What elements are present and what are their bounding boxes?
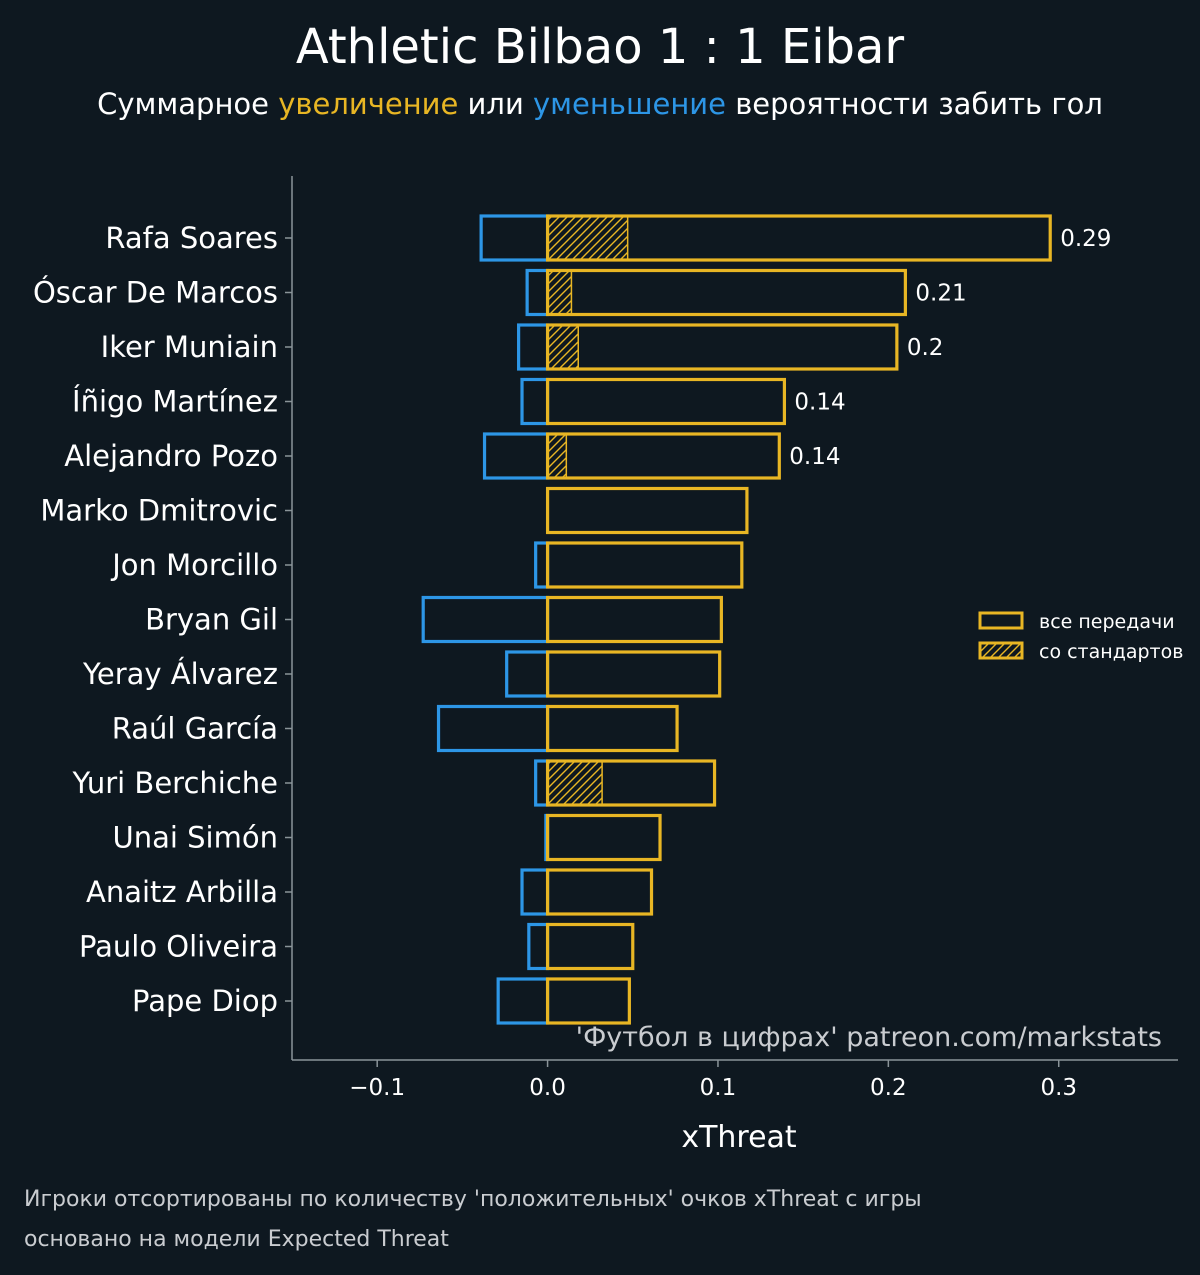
bar-setpiece-2 (546, 324, 579, 370)
bar-setpiece-4 (546, 433, 568, 479)
category-label-9: Raúl García (112, 712, 278, 746)
bar-positive-12 (545, 868, 654, 916)
bar-positive-8 (545, 650, 722, 698)
bar-negative-14 (496, 977, 550, 1025)
chart-subtitle: Суммарное увеличение или уменьшение веро… (0, 86, 1200, 122)
category-label-7: Bryan Gil (145, 603, 278, 637)
data-label-4: 0.14 (789, 444, 840, 470)
category-label-2: Iker Muniain (101, 330, 278, 364)
x-tick-label-2: 0.1 (700, 1075, 737, 1101)
bar-positive-2 (545, 323, 899, 371)
bar-positive-3 (545, 377, 787, 426)
bar-negative-2 (517, 323, 550, 371)
subtitle-suffix: вероятности забить гол (725, 87, 1103, 121)
x-tick-label-1: 0.0 (529, 1075, 566, 1101)
bar-negative-9 (436, 704, 550, 753)
bar-negative-6 (534, 541, 550, 589)
bar-positive-6 (545, 541, 744, 589)
data-label-2: 0.2 (907, 335, 944, 361)
bar-setpiece-0 (546, 215, 629, 261)
bar-positive-0 (545, 214, 1052, 262)
legend-swatch-0 (978, 611, 1024, 630)
category-label-5: Marko Dmitrovic (40, 494, 278, 528)
x-tick-label-3: 0.2 (870, 1075, 907, 1101)
data-label-3: 0.14 (794, 390, 845, 416)
bar-negative-12 (520, 868, 550, 916)
bar-negative-10 (534, 759, 550, 807)
data-label-0: 0.29 (1060, 226, 1111, 252)
bar-positive-11 (545, 813, 662, 862)
category-label-1: Óscar De Marcos (33, 276, 278, 310)
bar-positive-5 (545, 486, 749, 535)
bar-positive-13 (545, 922, 635, 971)
subtitle-positive-word: увеличение (278, 87, 459, 121)
bar-positive-7 (545, 595, 723, 644)
bar-positive-9 (545, 704, 679, 753)
subtitle-prefix: Суммарное (97, 87, 279, 121)
category-label-4: Alejandro Pozo (64, 439, 278, 473)
bar-positive-14 (545, 977, 631, 1025)
legend-label-0: все передачи (1039, 611, 1175, 633)
bar-negative-1 (525, 268, 550, 317)
subtitle-middle: или (458, 87, 534, 121)
category-label-10: Yuri Berchiche (71, 766, 278, 800)
bar-negative-7 (421, 595, 550, 644)
x-axis-label: xThreat (681, 1120, 797, 1155)
bar-negative-13 (527, 922, 550, 971)
legend-swatch-1 (978, 641, 1024, 660)
bar-setpiece-10 (546, 760, 603, 806)
x-tick-label-4: 0.3 (1040, 1075, 1077, 1101)
watermark: 'Футбол в цифрах' patreon.com/markstats (576, 1022, 1162, 1053)
bar-setpiece-1 (546, 269, 573, 316)
bar-negative-8 (505, 650, 550, 698)
data-label-1: 0.21 (915, 281, 966, 307)
category-label-3: Íñigo Martínez (72, 385, 278, 419)
legend-label-1: со стандартов (1039, 641, 1183, 663)
footer-note-1: Игроки отсортированы по количеству 'поло… (24, 1187, 922, 1212)
bar-positive-10 (545, 759, 717, 807)
category-label-14: Pape Diop (132, 984, 278, 1018)
x-tick-label-0: −0.1 (349, 1075, 405, 1101)
category-label-6: Jon Morcillo (110, 548, 278, 582)
chart-title: Athletic Bilbao 1 : 1 Eibar (295, 19, 905, 75)
footer-note-2: основано на модели Expected Threat (24, 1227, 449, 1252)
bar-positive-1 (545, 268, 907, 317)
bar-negative-4 (482, 432, 550, 480)
category-label-11: Unai Simón (113, 821, 279, 855)
category-label-0: Rafa Soares (105, 221, 278, 255)
category-label-8: Yeray Álvarez (82, 657, 278, 691)
category-label-13: Paulo Oliveira (79, 930, 278, 964)
subtitle-negative-word: уменьшение (533, 87, 726, 121)
bar-negative-0 (479, 214, 550, 262)
bar-negative-3 (520, 377, 550, 426)
category-label-12: Anaitz Arbilla (86, 875, 278, 909)
bar-positive-4 (545, 432, 781, 480)
